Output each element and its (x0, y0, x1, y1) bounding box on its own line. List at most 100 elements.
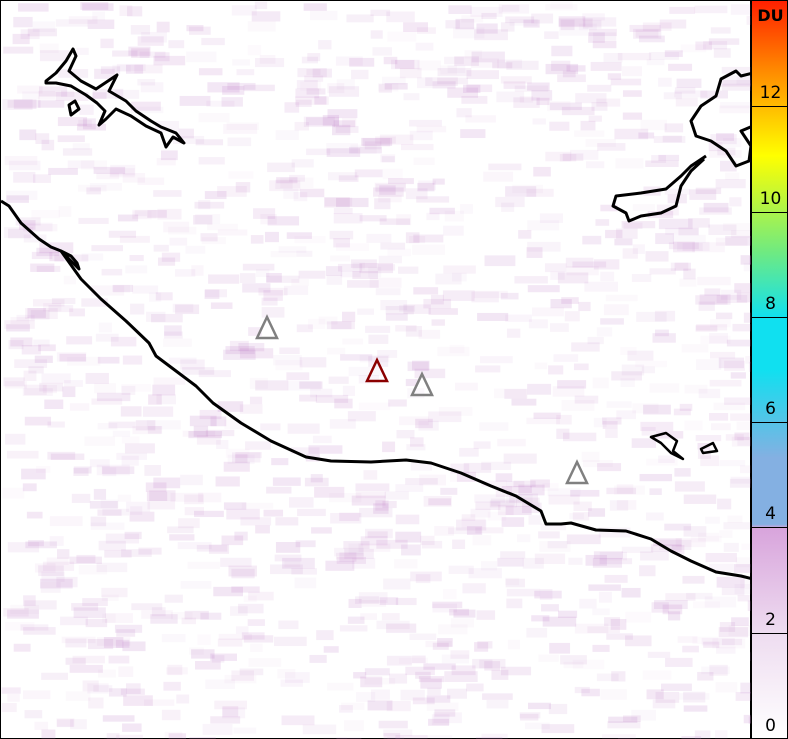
so2-pixel (229, 340, 249, 351)
so2-pixel (340, 270, 361, 278)
so2-pixel (266, 275, 300, 283)
so2-pixel (441, 654, 470, 664)
so2-pixel (375, 136, 396, 144)
so2-pixel (443, 225, 464, 236)
so2-pixel (603, 304, 629, 316)
so2-pixel (434, 709, 456, 717)
so2-pixel (89, 500, 118, 509)
so2-pixel (532, 118, 546, 125)
so2-pixel (146, 420, 181, 430)
so2-pixel (382, 500, 397, 509)
so2-pixel (223, 124, 258, 134)
so2-pixel (501, 517, 525, 527)
so2-pixel (501, 202, 515, 212)
so2-pixel (114, 624, 143, 633)
so2-pixel (187, 561, 220, 569)
so2-pixel (55, 91, 89, 101)
so2-pixel (147, 500, 176, 510)
so2-pixel (277, 669, 296, 679)
so2-pixel (453, 609, 476, 618)
so2-pixel (378, 84, 392, 93)
so2-pixel (674, 481, 705, 492)
so2-pixel (84, 436, 116, 446)
so2-pixel (36, 247, 60, 257)
so2-pixel (604, 617, 621, 627)
so2-pixel (59, 353, 86, 362)
so2-pixel (247, 619, 265, 626)
so2-pixel (239, 348, 274, 359)
so2-pixel (69, 556, 102, 564)
so2-pixel (97, 509, 122, 516)
so2-pixel (70, 719, 87, 730)
so2-pixel (274, 636, 307, 647)
so2-pixel (623, 715, 641, 723)
so2-pixel (56, 576, 78, 588)
so2-pixel (344, 548, 374, 559)
so2-pixel (434, 525, 454, 536)
so2-pixel (15, 217, 41, 226)
so2-pixel (513, 480, 536, 488)
so2-pixel (132, 211, 152, 220)
so2-pixel (125, 265, 148, 274)
so2-pixel (697, 671, 714, 681)
so2-pixel (426, 695, 451, 703)
so2-pixel (42, 384, 58, 394)
so2-pixel (574, 623, 609, 634)
so2-pixel (572, 261, 607, 268)
so2-pixel (716, 646, 736, 654)
so2-pixel (101, 466, 135, 474)
so2-pixel (142, 406, 174, 417)
so2-pixel (139, 51, 166, 58)
so2-pixel (211, 655, 225, 663)
so2-pixel (638, 35, 665, 43)
so2-pixel (438, 407, 473, 416)
so2-pixel (463, 84, 481, 94)
so2-pixel (222, 706, 239, 717)
so2-pixel (334, 547, 364, 557)
so2-pixel (727, 515, 743, 523)
so2-pixel (22, 388, 53, 396)
so2-pixel (92, 11, 105, 21)
so2-pixel (481, 12, 497, 20)
so2-pixel (358, 592, 388, 603)
so2-pixel (708, 141, 723, 152)
so2-pixel (542, 483, 559, 492)
so2-pixel (231, 670, 255, 681)
so2-pixel (415, 574, 431, 584)
so2-pixel (620, 378, 635, 387)
so2-pixel (63, 275, 77, 285)
so2-pixel (698, 532, 720, 542)
so2-pixel (538, 654, 559, 662)
so2-pixel (655, 691, 680, 703)
so2-pixel (466, 70, 500, 80)
so2-pixel (57, 117, 88, 127)
so2-pixel (712, 638, 746, 649)
so2-pixel (559, 27, 589, 36)
so2-pixel (122, 173, 146, 183)
so2-pixel (121, 385, 136, 395)
so2-pixel (247, 21, 276, 32)
so2-pixel (405, 478, 438, 485)
so2-pixel (395, 531, 422, 543)
map-panel (0, 0, 752, 739)
so2-pixel (355, 491, 386, 499)
so2-pixel (24, 384, 47, 396)
so2-pixel (386, 11, 415, 23)
so2-pixel (710, 423, 731, 431)
so2-pixel (61, 636, 96, 644)
so2-pixel (20, 29, 40, 40)
so2-pixel (432, 178, 445, 185)
so2-pixel (654, 600, 688, 610)
so2-pixel (193, 215, 213, 225)
so2-pixel (419, 474, 447, 486)
so2-pixel (596, 98, 621, 107)
so2-pixel (275, 517, 299, 526)
so2-pixel (202, 723, 233, 735)
so2-pixel (679, 403, 693, 411)
so2-pixel (308, 445, 343, 454)
so2-pixel (386, 655, 412, 666)
so2-pixel (179, 95, 211, 106)
so2-pixel (132, 209, 157, 219)
so2-pixel (151, 607, 166, 617)
so2-pixel (365, 325, 391, 333)
